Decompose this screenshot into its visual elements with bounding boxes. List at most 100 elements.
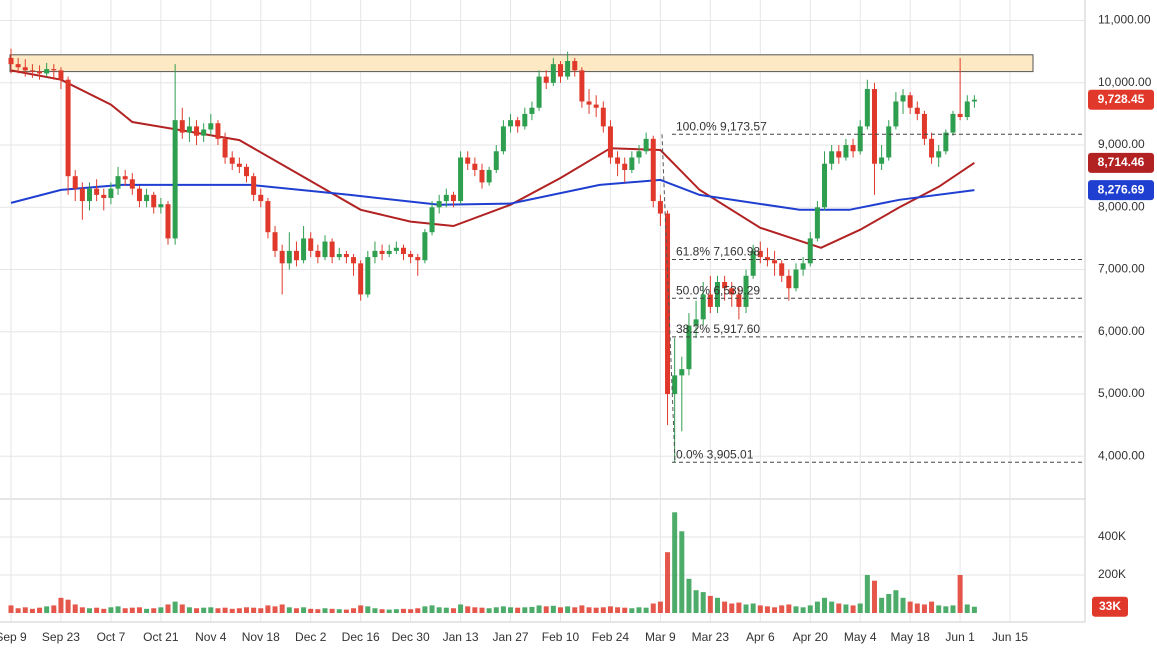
candle-body	[201, 129, 207, 136]
fib-label: 0.0% 3,905.01	[676, 447, 754, 461]
x-tick-label: Sep 9	[0, 630, 27, 644]
candle-body	[921, 113, 927, 139]
candle-body	[529, 107, 535, 114]
volume-bar	[422, 606, 428, 613]
volume-bar	[900, 597, 906, 613]
candle-body	[814, 207, 820, 239]
fib-label: 61.8% 7,160.98	[676, 245, 760, 259]
volume-bar	[657, 601, 663, 613]
volume-tick-label: 400K	[1098, 529, 1126, 543]
candle-body	[829, 151, 835, 164]
volume-bar	[822, 597, 828, 613]
candle-body	[500, 126, 506, 152]
fib-label: 100.0% 9,173.57	[676, 119, 767, 133]
volume-bar	[22, 607, 28, 613]
candle-body	[194, 126, 200, 136]
candle-body	[665, 213, 671, 395]
candle-body	[557, 64, 563, 77]
candle-body	[836, 151, 842, 158]
candle-body	[158, 204, 164, 208]
x-tick-label: Oct 21	[143, 630, 179, 644]
volume-tag-label: 33K	[1099, 599, 1121, 613]
candle-body	[458, 157, 464, 202]
volume-bar	[793, 606, 799, 613]
candle-body	[243, 166, 249, 177]
candle-body	[543, 76, 549, 83]
candle-body	[493, 151, 499, 170]
candle-body	[757, 250, 763, 258]
volume-bar	[215, 608, 221, 613]
candle-body	[586, 101, 592, 105]
volume-bar	[636, 607, 642, 613]
candle-body	[443, 194, 449, 202]
candle-body	[151, 194, 157, 208]
volume-bar	[172, 601, 178, 613]
candle-body	[964, 101, 970, 118]
volume-bar	[136, 607, 142, 613]
candle-body	[486, 169, 492, 183]
volume-bar	[536, 605, 542, 613]
volume-bar	[72, 604, 78, 613]
candle-body	[15, 64, 21, 68]
volume-bar	[779, 605, 785, 613]
volume-bar	[258, 608, 264, 613]
volume-bar	[736, 602, 742, 613]
volume-bar	[243, 607, 249, 613]
candle-body	[629, 157, 635, 170]
volume-bar	[672, 512, 678, 613]
candle-body	[186, 126, 192, 133]
resistance-zone	[9, 54, 1034, 73]
candle-body	[436, 201, 442, 208]
volume-bar	[643, 607, 649, 613]
volume-bar	[308, 608, 314, 613]
volume-bar	[229, 608, 235, 613]
candle-body	[536, 76, 542, 108]
candle-body	[843, 145, 849, 158]
candle-body	[72, 176, 78, 189]
volume-bar	[222, 607, 228, 613]
candle-body	[129, 179, 135, 189]
volume-bar	[700, 592, 706, 613]
volume-bar	[393, 609, 399, 613]
volume-bar	[472, 607, 478, 613]
candle-body	[108, 188, 114, 198]
candle-body	[807, 238, 813, 264]
candle-body	[365, 257, 371, 295]
y-tick-label: 9,000.00	[1098, 137, 1145, 151]
candle-body	[550, 64, 556, 83]
volume-bar	[351, 608, 357, 613]
volume-bar	[429, 605, 435, 613]
volume-bar	[415, 608, 421, 613]
candle-body	[929, 138, 935, 158]
candle-body	[850, 145, 856, 152]
volume-tick-label: 200K	[1098, 567, 1126, 581]
y-tick-label: 5,000.00	[1098, 386, 1145, 400]
moving-average	[10, 69, 975, 249]
candle-body	[44, 69, 50, 74]
volume-bar	[201, 607, 207, 613]
volume-bar	[372, 608, 378, 613]
volume-bar	[236, 608, 242, 613]
volume-bar	[707, 595, 713, 613]
volume-bar	[729, 603, 735, 613]
candle-body	[372, 250, 378, 258]
volume-bar	[329, 608, 335, 613]
volume-bar	[79, 607, 85, 613]
volume-bar	[693, 590, 699, 613]
volume-bar	[829, 601, 835, 613]
volume-bar	[622, 607, 628, 613]
y-tick-label: 7,000.00	[1098, 262, 1145, 276]
x-tick-label: Oct 7	[97, 630, 126, 644]
candle-body	[293, 250, 299, 261]
candle-body	[879, 157, 885, 164]
candle-body	[115, 176, 121, 189]
volume-bar	[194, 608, 200, 613]
volume-bar	[400, 608, 406, 613]
candle-body	[229, 157, 235, 164]
candle-body	[65, 79, 71, 177]
volume-bar	[971, 606, 977, 613]
price-tag-label: 8,714.46	[1098, 155, 1145, 169]
y-tick-label: 10,000.00	[1098, 75, 1152, 89]
